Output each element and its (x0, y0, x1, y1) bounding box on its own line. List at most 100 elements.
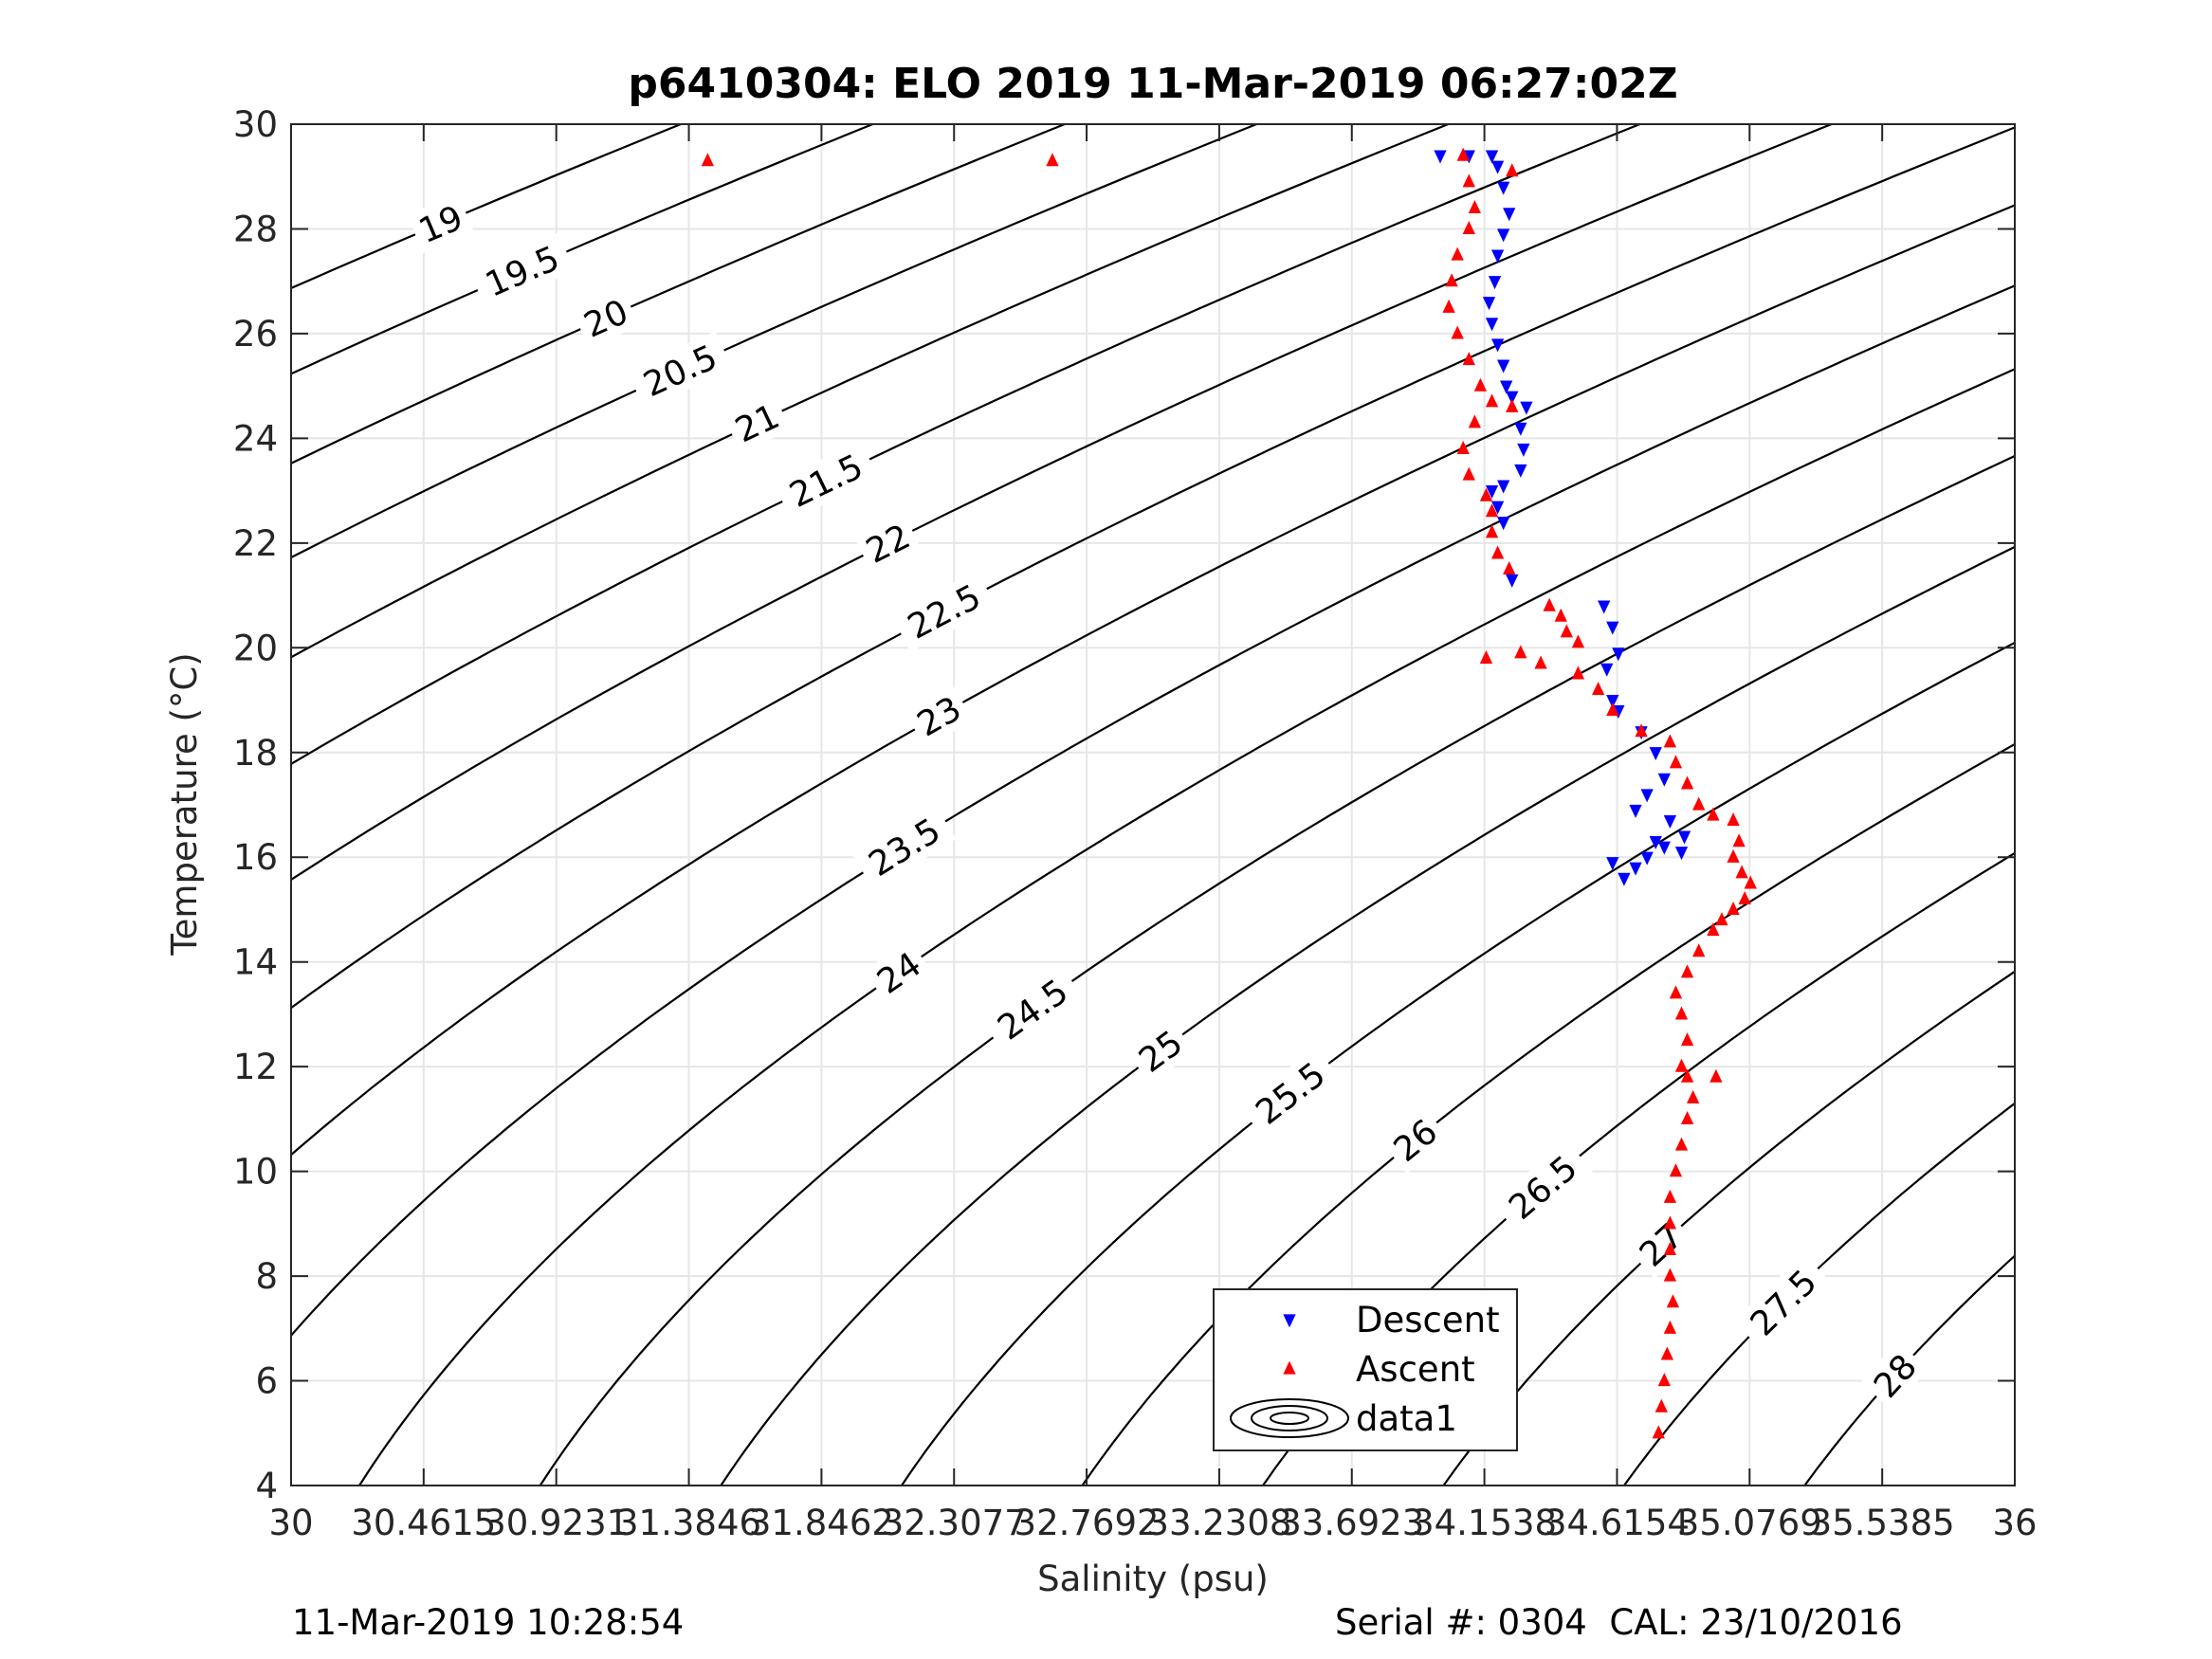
descent-point (1488, 276, 1502, 290)
ascent-point (1686, 1089, 1700, 1103)
ascent-point (1663, 734, 1677, 748)
ascent-point (1674, 1058, 1689, 1072)
ascent-point (1571, 665, 1585, 680)
y-tick-label: 10 (233, 1152, 278, 1193)
ascent-point (1680, 964, 1694, 978)
ascent-point (1680, 1110, 1694, 1124)
contour-label-bg (627, 331, 733, 410)
ascent-point (1652, 1425, 1665, 1439)
ascent-point (1635, 723, 1648, 738)
density-contour-line (291, 124, 1068, 465)
descent-point (1520, 401, 1533, 415)
y-tick-label: 24 (233, 418, 278, 459)
x-tick-label: 34.6154 (1545, 1503, 1690, 1543)
ascent-point (1680, 775, 1694, 790)
ascent-point (1669, 755, 1683, 769)
descent-point (1514, 464, 1527, 478)
density-contour-line (1261, 851, 2015, 1486)
plot-background (291, 124, 2015, 1486)
contour-label-bg (407, 193, 474, 254)
legend-marker-ascent (1283, 1360, 1296, 1375)
ascent-point (1680, 1068, 1694, 1083)
descent-point (1663, 814, 1677, 829)
density-contour-line (357, 368, 2015, 1486)
descent-point (1517, 443, 1530, 457)
legend-marker-descent (1283, 1314, 1296, 1328)
ascent-point (1442, 299, 1455, 313)
contour-label-bg (864, 939, 934, 1006)
axes-box (290, 123, 2016, 1486)
ascent-point (1046, 153, 1059, 167)
ascent-point (1707, 807, 1720, 821)
descent-point (1485, 150, 1499, 164)
contour-label-bg (1380, 1106, 1450, 1174)
ascent-point (1680, 1032, 1694, 1047)
ascent-point (1709, 1068, 1723, 1083)
ascent-point (1468, 199, 1482, 213)
ascent-point (1451, 325, 1464, 339)
descent-point (1490, 160, 1505, 174)
contour-label-bg (851, 803, 957, 890)
x-tick-label: 31.3846 (616, 1503, 761, 1543)
contour-label-bg (853, 512, 923, 574)
ascent-point (1571, 634, 1585, 648)
descent-point (1629, 804, 1642, 818)
descent-point (1503, 208, 1516, 222)
legend-label: Ascent (1356, 1349, 1475, 1390)
density-contour-line (291, 124, 1260, 559)
descent-point (1490, 249, 1505, 264)
y-tick-label: 20 (233, 628, 278, 668)
ascent-point (1456, 441, 1470, 455)
contour-label-bg (773, 440, 879, 520)
ascent-point (1735, 865, 1748, 879)
ascent-point (1744, 875, 1757, 889)
ascent-point (1692, 943, 1706, 957)
descent-point (1649, 836, 1662, 850)
density-contour-line (1081, 742, 2015, 1486)
y-tick-label: 14 (233, 942, 278, 983)
descent-point (1506, 574, 1519, 588)
descent-point (1485, 485, 1499, 500)
ascent-point (1707, 922, 1720, 937)
ascent-point (1669, 1163, 1683, 1177)
ascent-point (1554, 608, 1567, 622)
descent-point (1497, 228, 1510, 243)
ascent-point (1715, 912, 1728, 926)
x-tick-label: 33.2308 (1146, 1503, 1291, 1543)
legend-contour-glyph (1251, 1405, 1328, 1431)
ascent-point (1663, 1189, 1677, 1203)
descent-point (1618, 872, 1631, 886)
ascent-point (1674, 1006, 1689, 1020)
descent-point (1606, 694, 1619, 708)
density-contour-line (291, 124, 1835, 882)
density-contour-line (900, 641, 2015, 1486)
y-tick-label: 22 (233, 523, 278, 564)
ascent-point (1727, 902, 1740, 916)
ascent-point (1479, 649, 1493, 664)
descent-point (1500, 380, 1513, 394)
contour-label-bg (905, 684, 974, 748)
descent-point (1640, 789, 1654, 803)
descent-point (1612, 647, 1625, 662)
x-tick-label: 30.4615 (351, 1503, 496, 1543)
ascent-point (1445, 273, 1458, 287)
density-contour-line (1803, 1254, 2015, 1486)
descent-point (1640, 851, 1654, 866)
ascent-point (1560, 624, 1573, 638)
ascent-point (1592, 682, 1605, 696)
contour-label-bg (1238, 1047, 1342, 1139)
descent-point (1490, 338, 1505, 353)
y-tick-label: 18 (233, 733, 278, 774)
y-tick-label: 4 (255, 1466, 278, 1506)
y-tick-label: 16 (233, 837, 278, 878)
y-tick-label: 6 (255, 1361, 278, 1402)
descent-point (1600, 663, 1614, 677)
contour-label-bg (469, 232, 576, 310)
descent-point (1598, 600, 1611, 614)
ascent-point (1506, 163, 1519, 177)
x-tick-label: 33.6923 (1279, 1503, 1424, 1543)
ascent-point (701, 153, 714, 167)
legend: Descent Ascent data1 (1213, 1288, 1518, 1451)
